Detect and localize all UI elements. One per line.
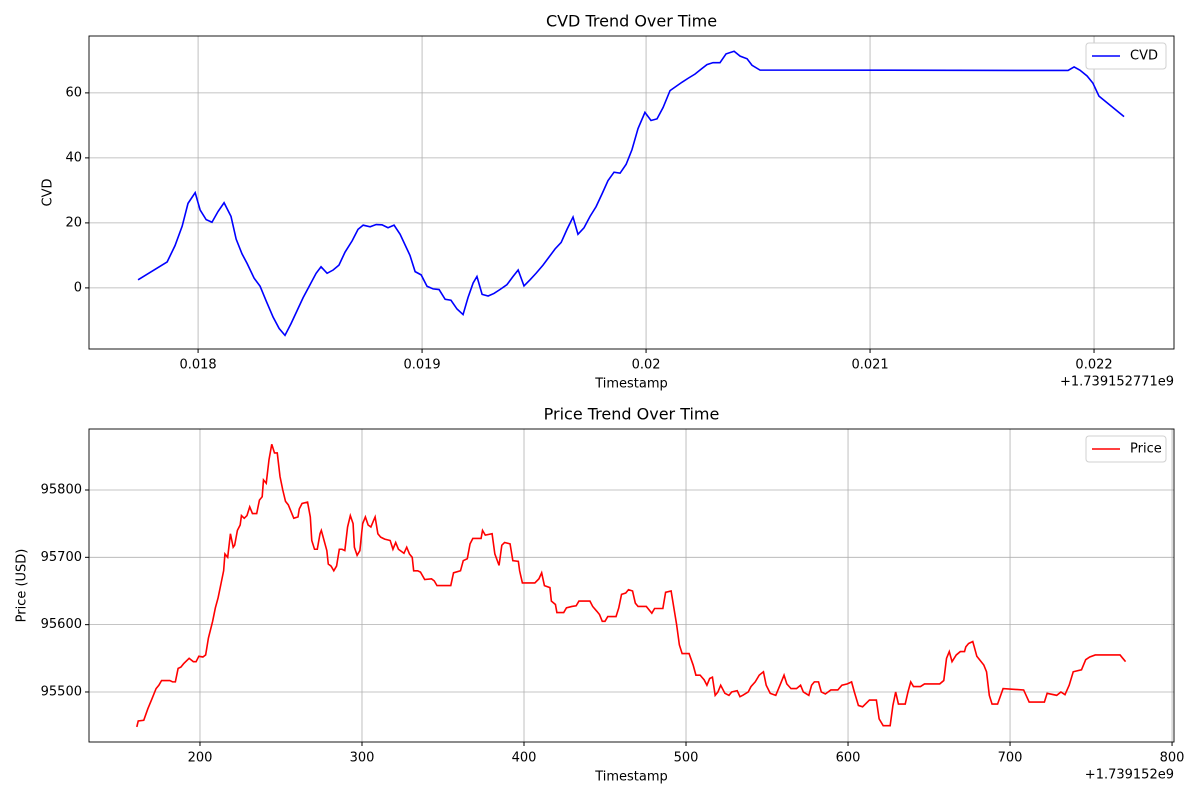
y-tick-label: 95500 — [41, 684, 82, 699]
x-tick-label: 800 — [1160, 751, 1185, 766]
x-offset-label: +1.739152e9 — [1085, 768, 1174, 783]
legend: Price — [1085, 435, 1167, 463]
subplot: Price Trend Over Time 200 300 400 500 600 700 8… — [15, 405, 1185, 785]
y-tick-label: 60 — [65, 85, 82, 100]
y-tick-label: 40 — [65, 150, 82, 165]
x-tick-label: 600 — [836, 751, 861, 766]
x-axis-label: Timestamp — [594, 770, 668, 785]
data-line — [136, 443, 1127, 728]
x-tick-label: 0.019 — [403, 358, 440, 373]
legend-box — [1085, 42, 1167, 70]
x-tick-label: 300 — [350, 751, 375, 766]
subplot: CVD Trend Over Time 0.018 0.019 0.02 0.021 0.… — [41, 12, 1175, 392]
x-tick-label: 700 — [998, 751, 1023, 766]
y-tick-label: 95700 — [41, 550, 82, 565]
data-line — [137, 50, 1125, 337]
legend: CVD — [1085, 42, 1167, 70]
x-tick-label: 0.021 — [851, 358, 888, 373]
y-tick-label: 95800 — [41, 482, 82, 497]
x-axis-label: Timestamp — [594, 377, 668, 392]
x-tick-label: 0.02 — [632, 358, 661, 373]
plot-frame — [88, 35, 1175, 350]
y-tick-label: 95600 — [41, 617, 82, 632]
legend-label: CVD — [1130, 49, 1158, 64]
y-axis-label: Price (USD) — [15, 549, 30, 623]
y-tick-label: 20 — [65, 215, 82, 230]
x-tick-label: 0.018 — [179, 358, 216, 373]
legend-label: Price — [1130, 442, 1162, 457]
legend-box — [1085, 435, 1167, 463]
chart-title: Price Trend Over Time — [544, 405, 720, 424]
chart-title: CVD Trend Over Time — [546, 12, 717, 31]
x-offset-label: +1.739152771e9 — [1060, 375, 1174, 390]
x-tick-label: 400 — [512, 751, 537, 766]
y-tick-label: 0 — [74, 280, 82, 295]
x-tick-label: 0.022 — [1075, 358, 1112, 373]
x-tick-label: 500 — [674, 751, 699, 766]
y-axis-label: CVD — [41, 179, 56, 207]
plot-frame — [88, 428, 1175, 743]
x-tick-label: 200 — [188, 751, 213, 766]
